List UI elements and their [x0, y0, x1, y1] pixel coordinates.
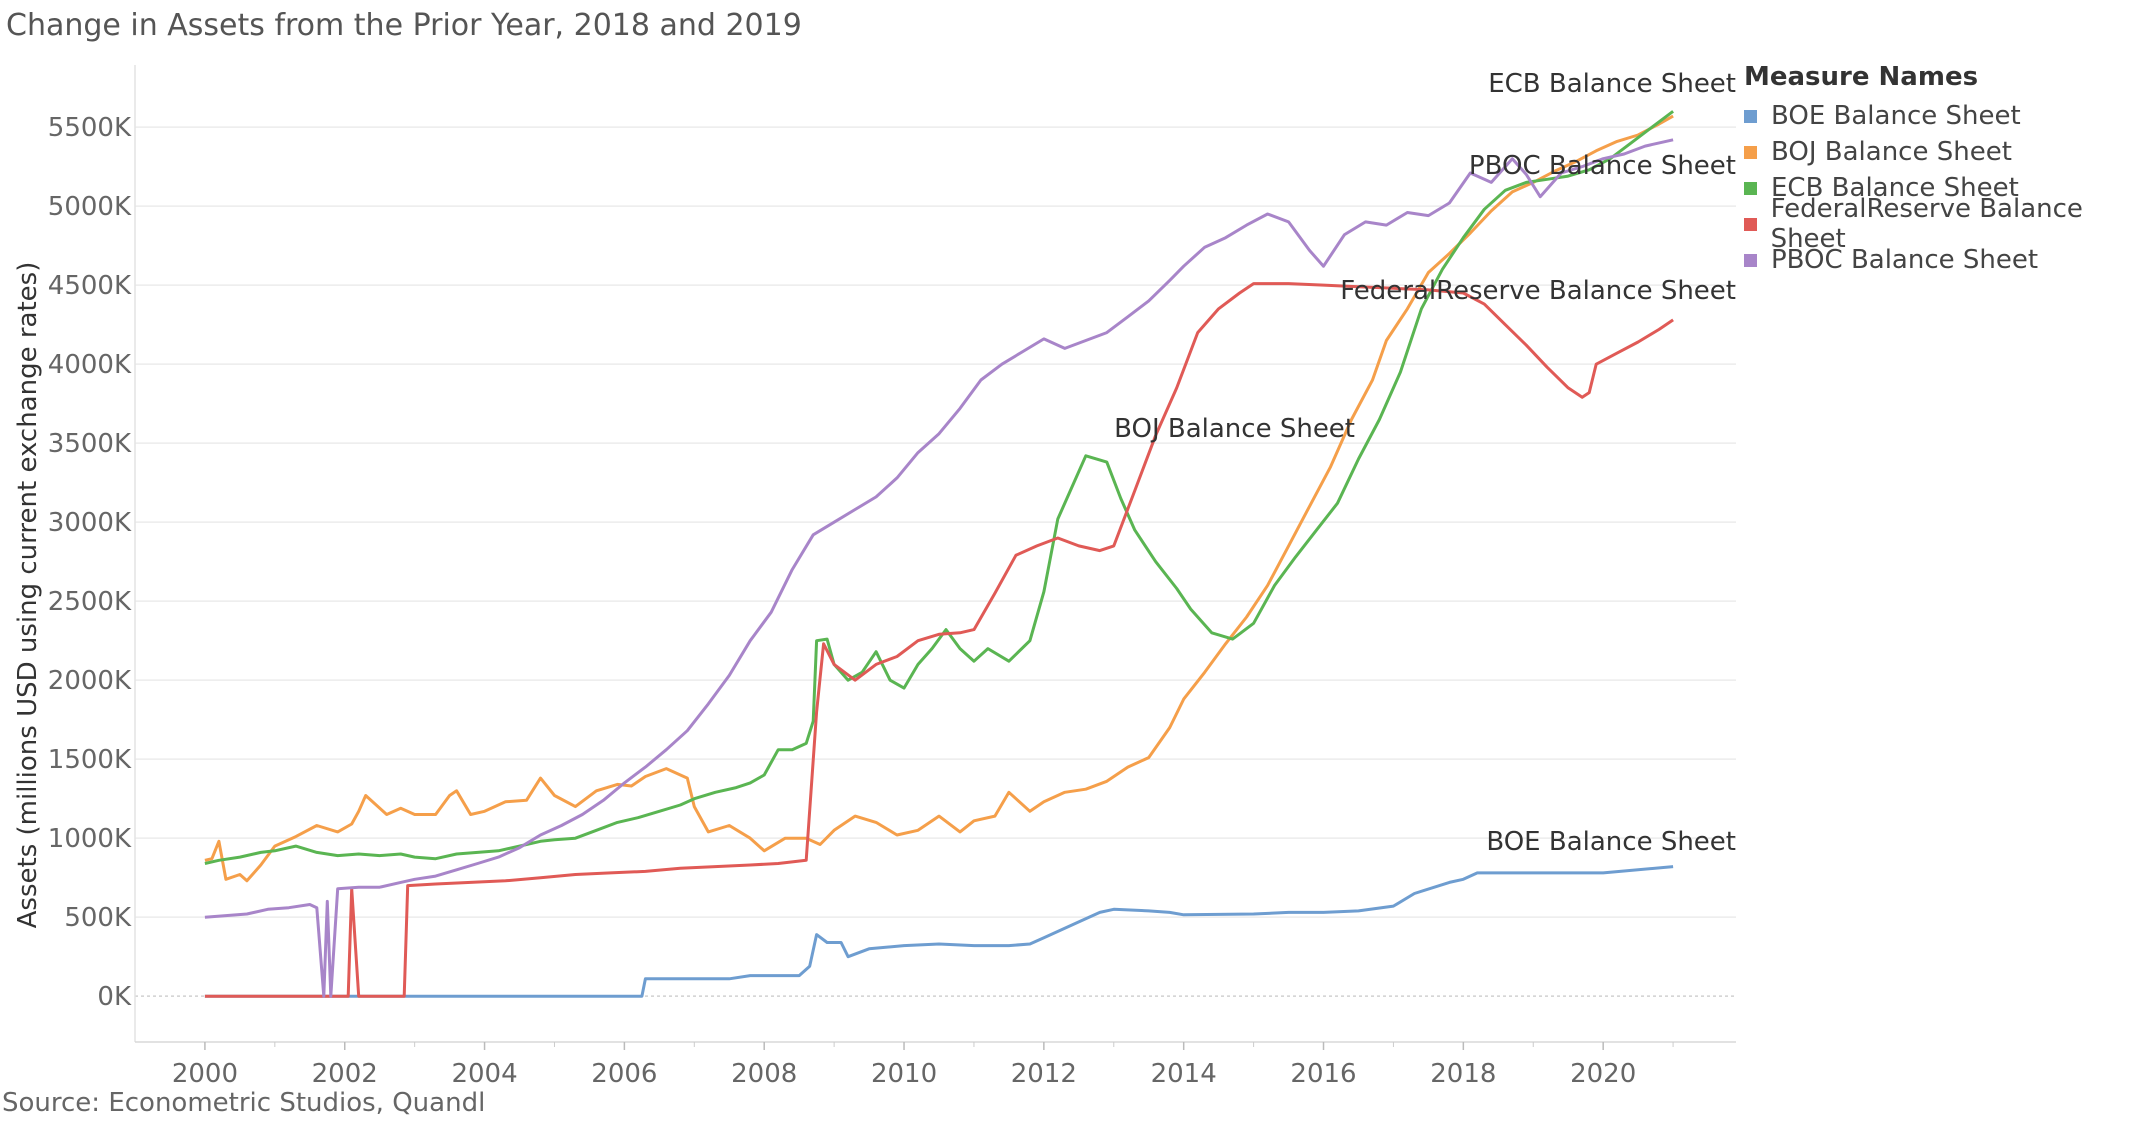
- chart-plot: 0K 500K 1000K 1500K 2000K 2500K 3000K 3500K 4000…: [48, 65, 1736, 1089]
- y-tick-label: 3000K: [48, 508, 132, 538]
- y-tick-label: 5500K: [48, 113, 132, 143]
- series-lines: [204, 110, 1675, 998]
- legend-label: PBOC Balance Sheet: [1771, 245, 2039, 275]
- x-tick-label: 2016: [1290, 1059, 1356, 1089]
- legend-title: Measure Names: [1744, 62, 1979, 92]
- series-line-ecb-balance-sheet: [204, 110, 1675, 865]
- series-label-boe-balance-sheet: BOE Balance Sheet: [1486, 827, 1736, 857]
- legend-swatch: [1744, 145, 1757, 159]
- x-tick-label: 2004: [451, 1059, 517, 1089]
- legend-item-boj-balance-sheet[interactable]: BOJ Balance Sheet: [1744, 134, 2153, 170]
- y-tick-label: 1000K: [48, 824, 132, 854]
- legend: Measure Names BOE Balance Sheet BOJ Balan…: [1744, 62, 2153, 278]
- legend-items: BOE Balance Sheet BOJ Balance Sheet ECB Ba…: [1744, 98, 2153, 278]
- series-line-federalreserve-balance-sheet: [204, 282, 1674, 998]
- legend-item-boe-balance-sheet[interactable]: BOE Balance Sheet: [1744, 98, 2153, 134]
- legend-swatch: [1744, 217, 1757, 231]
- axes: 0K 500K 1000K 1500K 2000K 2500K 3000K 3500K 4000…: [48, 65, 1736, 1089]
- y-tick-label: 2500K: [48, 587, 132, 617]
- series-label-boj-balance-sheet: BOJ Balance Sheet: [1114, 414, 1355, 444]
- x-tick-label: 2012: [1011, 1059, 1077, 1089]
- x-tick-label: 2018: [1430, 1059, 1496, 1089]
- y-tick-label: 500K: [64, 903, 132, 933]
- legend-item-federalreserve-balance-sheet[interactable]: FederalReserve Balance Sheet: [1744, 194, 2153, 254]
- legend-item-ecb-balance-sheet[interactable]: ECB Balance Sheet: [1744, 170, 2153, 206]
- legend-swatch: [1744, 181, 1757, 195]
- y-tick-label: 5000K: [48, 192, 132, 222]
- legend-label: BOE Balance Sheet: [1771, 101, 2021, 131]
- x-tick-label: 2014: [1151, 1059, 1217, 1089]
- x-tick-label: 2002: [312, 1059, 378, 1089]
- legend-swatch: [1744, 253, 1757, 267]
- x-tick-label: 2000: [172, 1059, 238, 1089]
- series-label-pboc-balance-sheet: PBOC Balance Sheet: [1469, 151, 1736, 181]
- series-label-ecb-balance-sheet: ECB Balance Sheet: [1488, 69, 1736, 99]
- y-tick-label: 1500K: [48, 745, 132, 775]
- series-line-boj-balance-sheet: [204, 114, 1674, 883]
- end-labels: BOE Balance Sheet BOJ Balance Sheet ECB Ba…: [1114, 69, 1736, 857]
- y-tick-label: 4000K: [48, 350, 132, 380]
- y-tick-label: 0K: [97, 982, 132, 1012]
- x-tick-label: 2008: [731, 1059, 797, 1089]
- series-label-federalreserve-balance-sheet: FederalReserve Balance Sheet: [1340, 276, 1736, 306]
- grid-lines: [135, 126, 1736, 997]
- legend-swatch: [1744, 109, 1757, 123]
- x-tick-label: 2020: [1570, 1059, 1636, 1089]
- legend-label: BOJ Balance Sheet: [1771, 137, 2012, 167]
- legend-label: ECB Balance Sheet: [1771, 173, 2019, 203]
- legend-label: FederalReserve Balance Sheet: [1770, 194, 2083, 254]
- x-tick-label: 2010: [871, 1059, 937, 1089]
- series-line-pboc-balance-sheet: [204, 138, 1674, 998]
- x-tick-label: 2006: [591, 1059, 657, 1089]
- series-line-boe-balance-sheet: [204, 865, 1674, 998]
- y-tick-label: 2000K: [48, 666, 132, 696]
- chart-title: Change in Assets from the Prior Year, 20…: [6, 8, 802, 43]
- source-note: Source: Econometric Studios, Quandl: [2, 1088, 486, 1118]
- y-tick-label: 3500K: [48, 429, 132, 459]
- legend-item-pboc-balance-sheet[interactable]: PBOC Balance Sheet: [1744, 242, 2153, 278]
- y-tick-label: 4500K: [48, 271, 132, 301]
